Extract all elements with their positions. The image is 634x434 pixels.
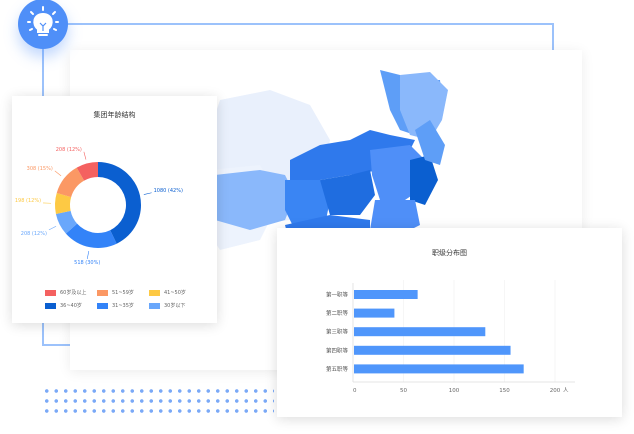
donut-title: 集团年龄结构 — [93, 111, 136, 119]
rank-distribution-card: 职级分布图 0 50 100 150 200 人 第一职等第二职等第三职等第四职等第五职等 — [277, 228, 622, 417]
donut-legend: 60岁及以上 51~59岁 41~50岁 36~40岁 31~35岁 30岁以下 — [45, 289, 205, 309]
legend-item: 51~59岁 — [97, 289, 149, 296]
donut-slice — [98, 162, 142, 244]
frame-line-bottom — [42, 344, 72, 346]
legend-item: 30岁以下 — [149, 302, 201, 309]
donut-chart: 1080 (42%) 518 (30%) 208 (12%) 198 (12%) 308… — [15, 147, 183, 266]
legend-swatch — [149, 302, 160, 309]
x-tick-label: 0 — [353, 388, 357, 394]
bar — [354, 290, 418, 299]
x-unit-label: 人 — [563, 387, 569, 394]
x-tick-label: 50 — [400, 388, 407, 394]
bar-title: 职级分布图 — [432, 249, 467, 257]
legend-item: 36~40岁 — [45, 302, 97, 309]
legend-swatch — [149, 289, 160, 296]
frame-line-right — [552, 23, 554, 53]
donut-data-label: 308 (15%) — [27, 166, 53, 172]
y-category-label: 第四职等 — [326, 346, 349, 354]
y-category-label: 第五职等 — [326, 365, 349, 373]
legend-label: 31~35岁 — [112, 303, 134, 309]
donut-slice — [76, 162, 98, 181]
y-category-label: 第二职等 — [326, 309, 349, 317]
label-leader — [86, 251, 90, 259]
donut-data-label: 208 (12%) — [56, 147, 82, 153]
legend-item: 31~35岁 — [97, 302, 149, 309]
legend-item: 41~50岁 — [149, 289, 201, 296]
bar — [354, 327, 486, 337]
lightbulb-icon — [18, 0, 68, 49]
donut-slice — [56, 167, 85, 198]
legend-item: 60岁及以上 — [45, 289, 97, 296]
legend-swatch — [45, 302, 56, 309]
age-structure-card: 集团年龄结构 1080 (42%) 518 (30%) 208 (12%) 198 (… — [12, 96, 217, 323]
donut-data-label: 198 (12%) — [15, 198, 41, 204]
y-category-label: 第一职等 — [326, 291, 349, 299]
donut-slice — [55, 210, 78, 234]
legend-label: 36~40岁 — [60, 303, 82, 309]
donut-slice — [55, 192, 72, 214]
x-tick-label: 150 — [499, 388, 510, 394]
legend-label: 51~59岁 — [112, 290, 134, 296]
label-leader — [143, 192, 152, 195]
label-leader — [83, 151, 87, 160]
donut-data-label: 1080 (42%) — [154, 188, 183, 194]
donut-slice — [65, 223, 117, 248]
donut-data-label: 208 (12%) — [21, 231, 47, 237]
legend-swatch — [45, 289, 56, 296]
legend-swatch — [97, 302, 108, 309]
legend-label: 60岁及以上 — [60, 290, 87, 296]
label-leader — [54, 170, 62, 177]
label-leader — [48, 225, 57, 231]
bar — [354, 345, 511, 355]
bar — [354, 308, 395, 318]
legend-label: 41~50岁 — [164, 290, 186, 296]
legend-label: 30岁以下 — [164, 303, 186, 309]
donut-data-label: 518 (30%) — [74, 260, 100, 266]
frame-line-top — [60, 23, 554, 25]
x-tick-label: 100 — [449, 388, 460, 394]
bar — [354, 364, 524, 374]
legend-swatch — [97, 289, 108, 296]
dot-pattern — [42, 386, 274, 418]
x-tick-label: 200 — [550, 388, 561, 394]
y-category-label: 第三职等 — [326, 328, 349, 336]
